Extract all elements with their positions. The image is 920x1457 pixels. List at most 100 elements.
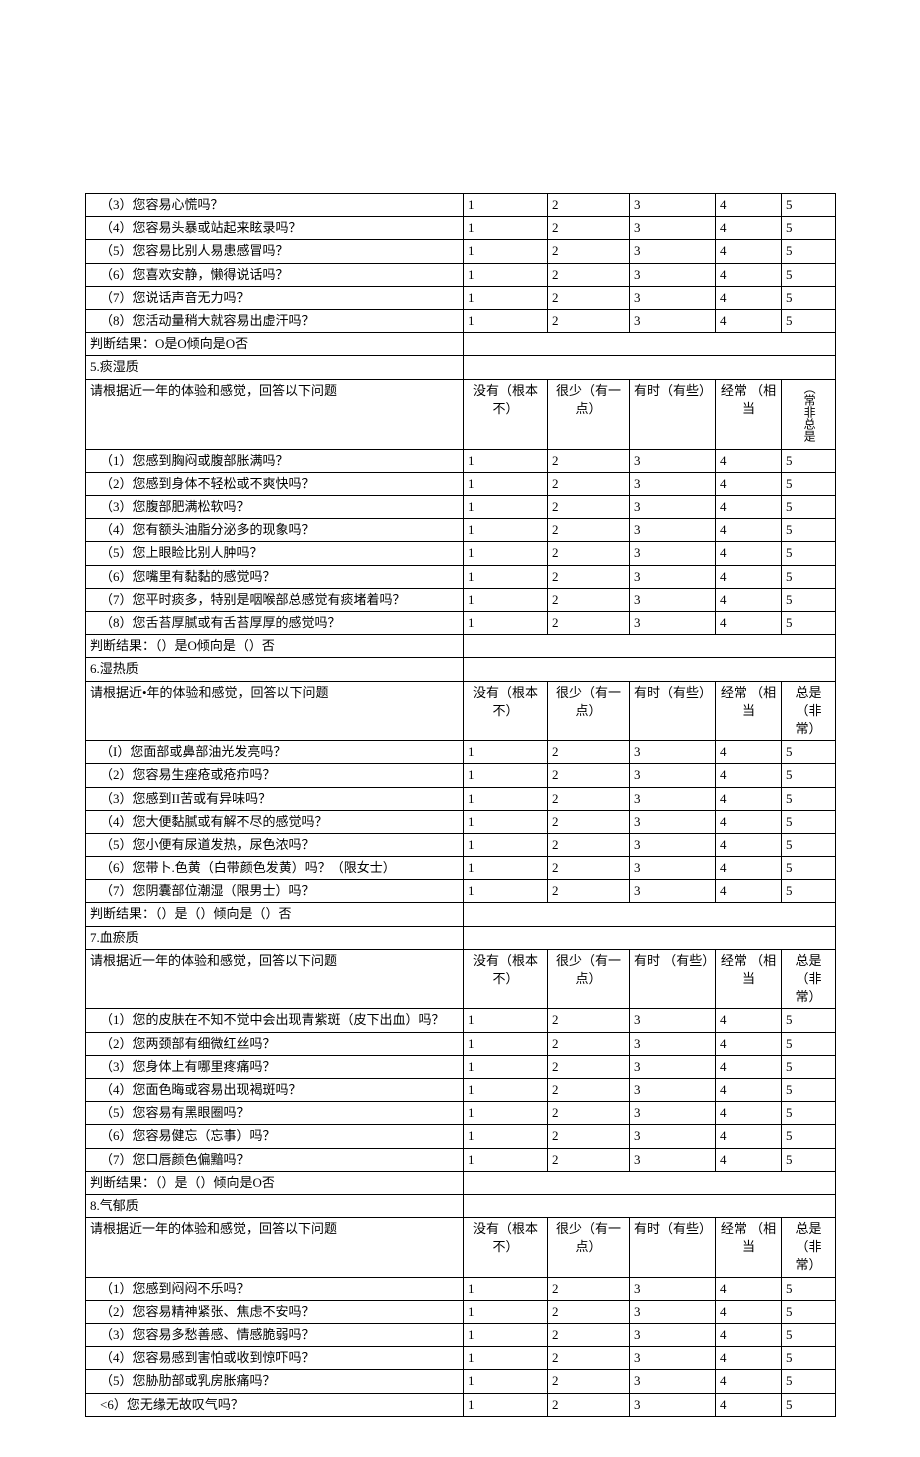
- table-row: （4）您面色晦或容易出现褐斑吗？12345: [86, 1078, 836, 1101]
- prompt-cell: 请根据近一年的体验和感觉，回答以下问题: [86, 379, 464, 449]
- table-row: （1）您的皮肤在不知不觉中会出现青紫斑（皮下出血）吗？12345: [86, 1009, 836, 1032]
- question-cell: （7）您平时痰多，特别是咽喉部总感觉有痰堵着吗？: [86, 588, 464, 611]
- question-cell: （5）您小便有尿道发热，尿色浓吗？: [86, 833, 464, 856]
- table-row: （4）您容易感到害怕或收到惊吓吗？12345: [86, 1347, 836, 1370]
- table-row: （7）您口唇颜色偏黯吗？12345: [86, 1148, 836, 1171]
- question-cell: （2）您两颈部有细微红丝吗？: [86, 1032, 464, 1055]
- col-header: 总是（非常）: [782, 681, 836, 741]
- section-title-row: 7.血瘀质: [86, 926, 836, 949]
- question-cell: （2）您容易精神紧张、焦虑不安吗？: [86, 1300, 464, 1323]
- table-row: （3）您腹部肥满松软吗？12345: [86, 496, 836, 519]
- col-header: 经常 （相当: [716, 949, 782, 1009]
- table-row: （2）您容易精神紧张、焦虑不安吗？12345: [86, 1300, 836, 1323]
- table-row: （8）您舌苔厚腻或有舌苔厚厚的感觉吗？12345: [86, 612, 836, 635]
- col-header: 很少（有一点）: [548, 379, 630, 449]
- table-row: （2）您感到身体不轻松或不爽快吗？12345: [86, 472, 836, 495]
- table-row: （3）您容易多愁善感、情感脆弱吗？12345: [86, 1324, 836, 1347]
- judge-cell: 判断结果：（）是（）倾向是（）否: [86, 903, 464, 926]
- judge-cell: 判断结果：（）是O倾向是（）否: [86, 635, 464, 658]
- question-cell: （4）您大便黏腻或有解不尽的感觉吗？: [86, 810, 464, 833]
- question-cell: （6）您容易健忘（忘事）吗？: [86, 1125, 464, 1148]
- question-cell: （6）您嘴里有黏黏的感觉吗？: [86, 565, 464, 588]
- judge-row: 判断结果：（）是O倾向是（）否: [86, 635, 836, 658]
- question-cell: （6）您带卜.色黄（白带颜色发黄）吗？（限女士）: [86, 857, 464, 880]
- question-cell: <6）您无缘无故叹气吗？: [86, 1393, 464, 1416]
- table-row: （6）您带卜.色黄（白带颜色发黄）吗？（限女士）12345: [86, 857, 836, 880]
- col-header: 没有（根本不）: [464, 379, 548, 449]
- table-row: （7）您说话声音无力吗？12345: [86, 286, 836, 309]
- prompt-cell: 请根据近一年的体验和感觉，回答以下问题: [86, 949, 464, 1009]
- table-row: （5）您胁肋部或乳房胀痛吗？12345: [86, 1370, 836, 1393]
- table-row: （4）您大便黏腻或有解不尽的感觉吗？12345: [86, 810, 836, 833]
- header-row: 请根据近•年的体验和感觉，回答以下问题 没有（根本不） 很少（有一点） 有时（有…: [86, 681, 836, 741]
- question-cell: （4）您容易头暴或站起来眩录吗？: [86, 217, 464, 240]
- col-header: 总是（非常）: [782, 1218, 836, 1278]
- question-cell: （1）您感到闷闷不乐吗？: [86, 1277, 464, 1300]
- table-row: （3）您容易心慌吗？12345: [86, 194, 836, 217]
- col-header: 有时（有些）: [630, 1218, 716, 1278]
- table-row: （4）您有额头油脂分泌多的现象吗？12345: [86, 519, 836, 542]
- question-cell: （6）您喜欢安静，懒得说话吗？: [86, 263, 464, 286]
- judge-row: 判断结果：（）是（）倾向是（）否: [86, 903, 836, 926]
- col-header: 没有（根本不）: [464, 949, 548, 1009]
- judge-cell: 判断结果：（）是（）倾向是O否: [86, 1171, 464, 1194]
- header-row: 请根据近一年的体验和感觉，回答以下问题 没有（根本不） 很少（有一点） 有时（有…: [86, 379, 836, 449]
- question-cell: （5）您容易比别人易患感冒吗？: [86, 240, 464, 263]
- question-cell: （4）您有额头油脂分泌多的现象吗？: [86, 519, 464, 542]
- table-row: （2）您容易生痤疮或疮疖吗？12345: [86, 764, 836, 787]
- table-row: （3）您感到II苦或有异味吗？12345: [86, 787, 836, 810]
- table-row: （3）您身体上有哪里疼痛吗？12345: [86, 1055, 836, 1078]
- judge-cell: 判断结果：O是O倾向是O否: [86, 333, 464, 356]
- questionnaire-table: （3）您容易心慌吗？12345 （4）您容易头暴或站起来眩录吗？12345 （5…: [85, 193, 836, 1417]
- question-cell: （8）您舌苔厚腻或有舌苔厚厚的感觉吗？: [86, 612, 464, 635]
- table-row: （7）您平时痰多，特别是咽喉部总感觉有痰堵着吗？12345: [86, 588, 836, 611]
- question-cell: （3）您容易多愁善感、情感脆弱吗？: [86, 1324, 464, 1347]
- question-cell: （7）您说话声音无力吗？: [86, 286, 464, 309]
- judge-row: 判断结果：O是O倾向是O否: [86, 333, 836, 356]
- section-title-row: 6.湿热质: [86, 658, 836, 681]
- table-row: （4）您容易头暴或站起来眩录吗？12345: [86, 217, 836, 240]
- question-cell: （2）您感到身体不轻松或不爽快吗？: [86, 472, 464, 495]
- question-cell: （8）您活动量稍大就容易出虚汗吗？: [86, 309, 464, 332]
- question-cell: （1）您感到胸闷或腹部胀满吗？: [86, 449, 464, 472]
- col-header: 没有（根本不）: [464, 681, 548, 741]
- question-cell: （5）您上眼睑比别人肿吗？: [86, 542, 464, 565]
- table-row: （5）您小便有尿道发热，尿色浓吗？12345: [86, 833, 836, 856]
- question-cell: （I）您面部或鼻部油光发亮吗？: [86, 741, 464, 764]
- col-header: 经常 （相当: [716, 681, 782, 741]
- question-cell: （3）您容易心慌吗？: [86, 194, 464, 217]
- table-row: （6）您喜欢安静，懒得说话吗？12345: [86, 263, 836, 286]
- section-title-row: 5.痰湿质: [86, 356, 836, 379]
- table-row: （2）您两颈部有细微红丝吗？12345: [86, 1032, 836, 1055]
- prompt-cell: 请根据近•年的体验和感觉，回答以下问题: [86, 681, 464, 741]
- col-header: 很少（有一点）: [548, 681, 630, 741]
- question-cell: （7）您阴囊部位潮湿（限男士）吗？: [86, 880, 464, 903]
- col-header: 有时 （有些）: [630, 949, 716, 1009]
- table-row: （6）您嘴里有黏黏的感觉吗？12345: [86, 565, 836, 588]
- table-row: （5）您容易有黑眼圈吗？12345: [86, 1102, 836, 1125]
- question-cell: （5）您容易有黑眼圈吗？: [86, 1102, 464, 1125]
- question-cell: （5）您胁肋部或乳房胀痛吗？: [86, 1370, 464, 1393]
- section-title: 8.气郁质: [86, 1194, 464, 1217]
- question-cell: （2）您容易生痤疮或疮疖吗？: [86, 764, 464, 787]
- question-cell: （3）您感到II苦或有异味吗？: [86, 787, 464, 810]
- col-header: 经常 （相当: [716, 379, 782, 449]
- col-header: （常非总是: [782, 379, 836, 449]
- judge-row: 判断结果：（）是（）倾向是O否: [86, 1171, 836, 1194]
- table-row: （6）您容易健忘（忘事）吗？12345: [86, 1125, 836, 1148]
- col-header: 有时（有些）: [630, 379, 716, 449]
- col-header: 经常 （相当: [716, 1218, 782, 1278]
- table-row: <6）您无缘无故叹气吗？12345: [86, 1393, 836, 1416]
- table-row: （1）您感到闷闷不乐吗？12345: [86, 1277, 836, 1300]
- question-cell: （7）您口唇颜色偏黯吗？: [86, 1148, 464, 1171]
- section-title: 6.湿热质: [86, 658, 464, 681]
- question-cell: （4）您容易感到害怕或收到惊吓吗？: [86, 1347, 464, 1370]
- question-cell: （3）您身体上有哪里疼痛吗？: [86, 1055, 464, 1078]
- question-cell: （4）您面色晦或容易出现褐斑吗？: [86, 1078, 464, 1101]
- table-row: （5）您容易比别人易患感冒吗？12345: [86, 240, 836, 263]
- section-title: 7.血瘀质: [86, 926, 464, 949]
- table-row: （5）您上眼睑比别人肿吗？12345: [86, 542, 836, 565]
- col-header: 有时（有些）: [630, 681, 716, 741]
- table-row: （7）您阴囊部位潮湿（限男士）吗？12345: [86, 880, 836, 903]
- col-header: 很少（有一点）: [548, 1218, 630, 1278]
